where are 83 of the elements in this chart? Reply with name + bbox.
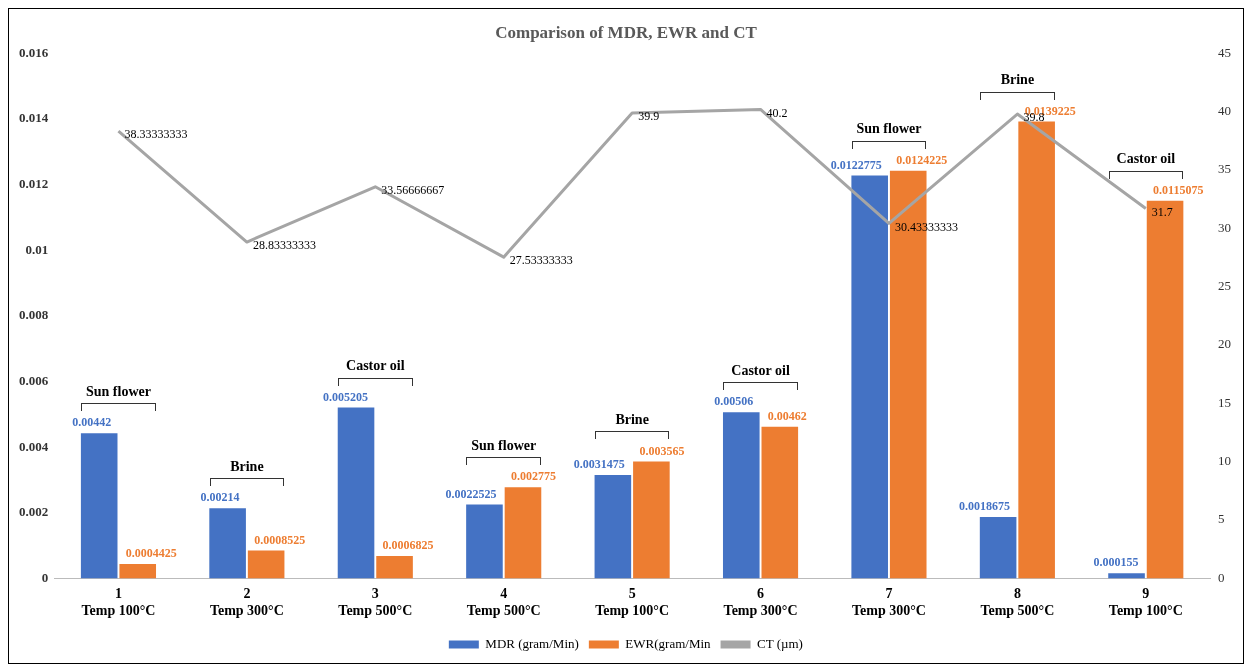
y-tick-label: 0.004	[19, 438, 49, 454]
annotation: Castor oil	[1116, 151, 1176, 167]
bar	[376, 556, 413, 579]
x-tick-label: 6 Temp 300°C	[723, 586, 798, 619]
data-label: 30.43333333	[894, 219, 958, 234]
annotation: Sun flower	[856, 121, 922, 137]
bar	[633, 461, 670, 579]
bar	[722, 412, 760, 579]
data-label: 0.00442	[72, 415, 112, 430]
data-label: 0.0122775	[830, 157, 882, 172]
bar	[247, 550, 285, 579]
bar	[337, 407, 375, 579]
y2-tick-label: 0	[1218, 569, 1225, 585]
x-tick-label: 9 Temp 100°C	[1108, 586, 1183, 619]
data-label: 0.0124225	[896, 152, 948, 167]
bar	[80, 433, 118, 579]
annotation: Castor oil	[731, 362, 790, 378]
x-tick-label: 8 Temp 500°C	[980, 586, 1055, 619]
x-tick-label: 5 Temp 100°C	[595, 586, 670, 619]
data-label: 0.0008525	[254, 532, 306, 547]
y-tick-label: 0.012	[19, 176, 49, 192]
bar	[209, 508, 246, 579]
annotation: Sun flower	[85, 383, 151, 399]
x-tick-label: 2 Temp 300°C	[209, 586, 284, 619]
bar	[979, 517, 1017, 579]
y-tick-label: 0.014	[19, 110, 49, 126]
data-label: 0.003565	[639, 443, 685, 458]
data-label: 0.0031475	[573, 457, 625, 472]
bar	[851, 175, 888, 579]
data-label: 0.002775	[510, 469, 556, 484]
data-label: 0.00462	[767, 408, 807, 423]
data-label: 0.0006825	[382, 538, 434, 553]
chart-title: Comparison of MDR, EWR and CT	[495, 22, 758, 42]
bar	[504, 487, 542, 579]
y2-tick-label: 25	[1218, 278, 1231, 294]
annotation: Brine	[615, 412, 649, 428]
data-label: 40.2	[766, 105, 788, 120]
x-tick-label: 7 Temp 300°C	[851, 586, 926, 619]
y2-tick-label: 35	[1218, 161, 1231, 177]
bar	[119, 563, 157, 579]
y2-tick-label: 45	[1218, 44, 1231, 60]
data-label: 0.0115075	[1153, 182, 1204, 197]
y2-tick-label: 30	[1218, 219, 1231, 235]
data-label: 0.0018675	[959, 499, 1011, 514]
y2-tick-label: 5	[1218, 511, 1225, 527]
data-label: 39.9	[638, 109, 660, 124]
bar	[761, 426, 799, 579]
data-label: 33.56666667	[381, 182, 445, 197]
bar	[1108, 573, 1145, 579]
legend-label: CT (µm)	[757, 635, 803, 651]
bar	[594, 475, 632, 579]
y2-tick-label: 20	[1218, 336, 1231, 352]
y-tick-label: 0.008	[19, 307, 49, 323]
annotation: Castor oil	[346, 358, 405, 374]
data-label: 0.00506	[714, 394, 754, 409]
y-tick-label: 0.006	[19, 372, 49, 388]
bar	[1146, 200, 1184, 579]
annotation: Brine	[230, 458, 264, 474]
bar	[1018, 121, 1055, 579]
y-tick-label: 0	[41, 569, 49, 585]
x-tick-label: 1 Temp 100°C	[81, 586, 156, 619]
y2-tick-label: 15	[1218, 394, 1231, 410]
y-tick-label: 0.01	[25, 241, 49, 257]
data-label: 38.33333333	[124, 127, 188, 142]
data-label: 0.005205	[323, 389, 369, 404]
data-label: 28.83333333	[252, 238, 316, 253]
legend-label: MDR (gram/Min)	[485, 635, 579, 651]
y-tick-label: 0.002	[19, 504, 49, 520]
y2-tick-label: 10	[1218, 453, 1231, 469]
legend-label: EWR(gram/Min	[625, 635, 712, 651]
data-label: 31.7	[1151, 204, 1173, 219]
annotation: Sun flower	[471, 437, 537, 453]
bar	[466, 504, 503, 579]
data-label: 0.0022525	[445, 486, 497, 501]
data-label: 0.00214	[200, 490, 240, 505]
annotation: Brine	[1000, 72, 1035, 88]
y2-tick-label: 40	[1218, 103, 1231, 119]
data-label: 0.000155	[1093, 555, 1139, 570]
x-tick-label: 3 Temp 500°C	[338, 586, 413, 619]
y-tick-label: 0.016	[19, 44, 49, 60]
data-label: 0.0004425	[125, 545, 177, 560]
x-tick-label: 4 Temp 500°C	[466, 586, 541, 619]
data-label: 27.53333333	[509, 253, 573, 268]
